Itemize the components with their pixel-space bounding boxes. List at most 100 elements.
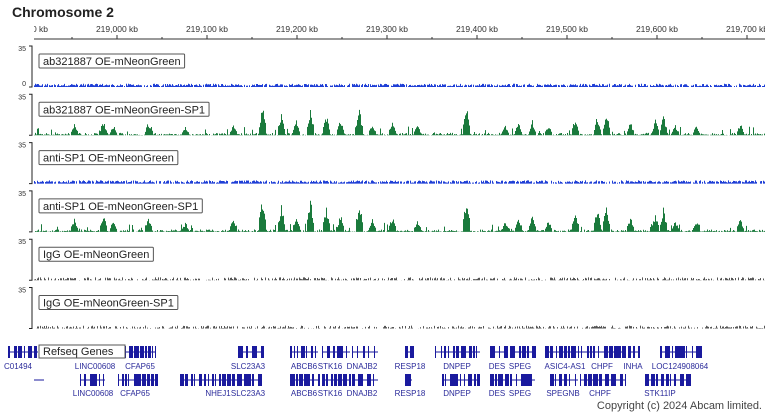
gene-exon xyxy=(625,374,626,386)
gene-exon xyxy=(299,374,303,386)
gene-exon xyxy=(679,346,683,358)
gene-slc23a3[interactable]: SLC23A3 xyxy=(231,374,266,398)
gene-exon xyxy=(373,374,374,386)
gene-chpf[interactable]: CHPF xyxy=(580,374,626,398)
gene-exon xyxy=(405,346,408,358)
gene-exon xyxy=(581,346,582,358)
track-name: ab321887 OE-mNeonGreen-SP1 xyxy=(43,104,205,116)
gene-des[interactable]: DES xyxy=(489,374,509,398)
gene-label: DNAJB2 xyxy=(347,389,378,398)
gene-exon xyxy=(456,346,459,358)
gene-label: STK11IP xyxy=(644,389,675,398)
gene-exon xyxy=(683,346,685,358)
gene-abcb6[interactable]: ABCB6 xyxy=(290,374,320,398)
gene-exon xyxy=(622,346,626,358)
gene-exon xyxy=(331,374,333,386)
refseq-genes-track[interactable]: C01494 LINC00608 CFAP65 SLC23A3 ABCB6 STK16 DN… xyxy=(4,344,709,398)
gene-stk11ip[interactable]: STK11IP xyxy=(644,374,691,398)
track-range-max: 35 xyxy=(18,143,26,150)
gene-exon xyxy=(689,374,691,386)
gene-resp18[interactable]: RESP18 xyxy=(395,374,426,398)
gene-exon xyxy=(501,374,503,386)
gene-spegnb[interactable]: SPEGNB xyxy=(546,374,580,398)
track-3[interactable]: 35 anti-SP1 OE-mNeonGreen xyxy=(18,142,765,185)
gene-exon xyxy=(290,346,292,358)
gene-inha[interactable]: INHA xyxy=(623,346,643,371)
gene-exon xyxy=(435,346,436,358)
track-1[interactable]: 35 0 ab321887 OE-mNeonGreen xyxy=(18,45,765,88)
track-signal xyxy=(34,83,765,87)
gene-exon xyxy=(550,346,553,358)
gene-exon xyxy=(445,374,446,386)
gene-exon xyxy=(352,374,355,386)
track-scale-bracket xyxy=(29,93,33,136)
gene-stk16[interactable]: STK16 xyxy=(318,374,351,398)
track-name: anti-SP1 OE-mNeonGreen-SP1 xyxy=(43,201,198,213)
track-name: anti-SP1 OE-mNeonGreen xyxy=(43,153,174,165)
gene-des[interactable]: DES xyxy=(489,346,508,371)
gene-stk16[interactable]: STK16 xyxy=(318,346,350,371)
gene-c01494[interactable]: C01494 xyxy=(4,346,38,371)
gene-exon xyxy=(686,346,687,358)
gene-dnpep[interactable]: DNPEP xyxy=(435,346,480,371)
track-5[interactable]: 35 IgG OE-mNeonGreen xyxy=(18,238,765,281)
gene-exon xyxy=(247,374,251,386)
gene-exon xyxy=(349,374,351,386)
gene-exon xyxy=(656,374,658,386)
gene-exon xyxy=(134,374,138,386)
gene-exon xyxy=(666,374,669,386)
gene-exon xyxy=(312,374,314,386)
gene-exon xyxy=(527,346,529,358)
gene-speg[interactable]: SPEG xyxy=(509,346,536,371)
gene-exon xyxy=(550,374,554,386)
track-6[interactable]: 35 IgG OE-mNeonGreen-SP1 xyxy=(18,287,765,329)
gene-exon xyxy=(476,346,477,358)
gene-exon xyxy=(531,374,532,386)
gene-asic4-as1[interactable]: ASIC4-AS1 xyxy=(545,346,590,371)
gene-speg[interactable]: SPEG xyxy=(509,374,535,398)
gene-linc00608[interactable]: LINC00608 xyxy=(73,374,114,398)
gene-slc23a3[interactable]: SLC23A3 xyxy=(231,346,266,371)
gene-exon xyxy=(293,374,295,386)
track-signal xyxy=(34,180,765,184)
gene-label: LINC00608 xyxy=(75,362,116,371)
gene-exon xyxy=(513,346,515,358)
gene-exon xyxy=(80,374,81,386)
gene-exon xyxy=(152,346,153,358)
gene-exon xyxy=(615,374,616,386)
gene-exon xyxy=(327,346,330,358)
track-2[interactable]: 35 ab321887 OE-mNeonGreen-SP1 xyxy=(18,93,765,136)
gene-exon xyxy=(524,374,528,386)
gene-exon xyxy=(180,374,184,386)
gene-exon xyxy=(584,374,587,386)
gene-label: CFAP65 xyxy=(120,389,150,398)
gene-loc124908064[interactable]: LOC124908064 xyxy=(652,346,709,371)
gene-abcb6[interactable]: ABCB6 xyxy=(290,346,318,371)
gene-dnajb2[interactable]: DNAJB2 xyxy=(347,346,378,371)
gene-label: ASIC4-AS1 xyxy=(545,362,586,371)
gene-label: RESP18 xyxy=(395,389,426,398)
gene-resp18[interactable]: RESP18 xyxy=(395,346,426,371)
gene-exon xyxy=(599,374,602,386)
gene-label: CHPF xyxy=(589,389,611,398)
gene-exon xyxy=(261,346,264,358)
track-4[interactable]: 35 anti-SP1 OE-mNeonGreen-SP1 xyxy=(18,190,765,233)
gene-cfap65[interactable]: CFAP65 xyxy=(118,374,158,398)
gene-dnajb2[interactable]: DNAJB2 xyxy=(347,374,378,398)
gene-exon xyxy=(103,374,104,386)
gene-exon xyxy=(448,346,449,358)
gene-exon xyxy=(346,346,347,358)
gene-exon xyxy=(651,374,655,386)
gene-exon xyxy=(134,346,138,358)
gene-exon xyxy=(118,374,119,386)
track-signal xyxy=(34,277,765,281)
gene-exon xyxy=(93,374,97,386)
gene-exon xyxy=(674,374,676,386)
gene-exon xyxy=(675,346,679,358)
gene-exon xyxy=(343,374,347,386)
gene-dnpep[interactable]: DNPEP xyxy=(442,374,480,398)
track-name: IgG OE-mNeonGreen-SP1 xyxy=(43,298,174,310)
gene-chpf[interactable]: CHPF xyxy=(590,346,626,371)
gene-exon xyxy=(699,346,702,358)
